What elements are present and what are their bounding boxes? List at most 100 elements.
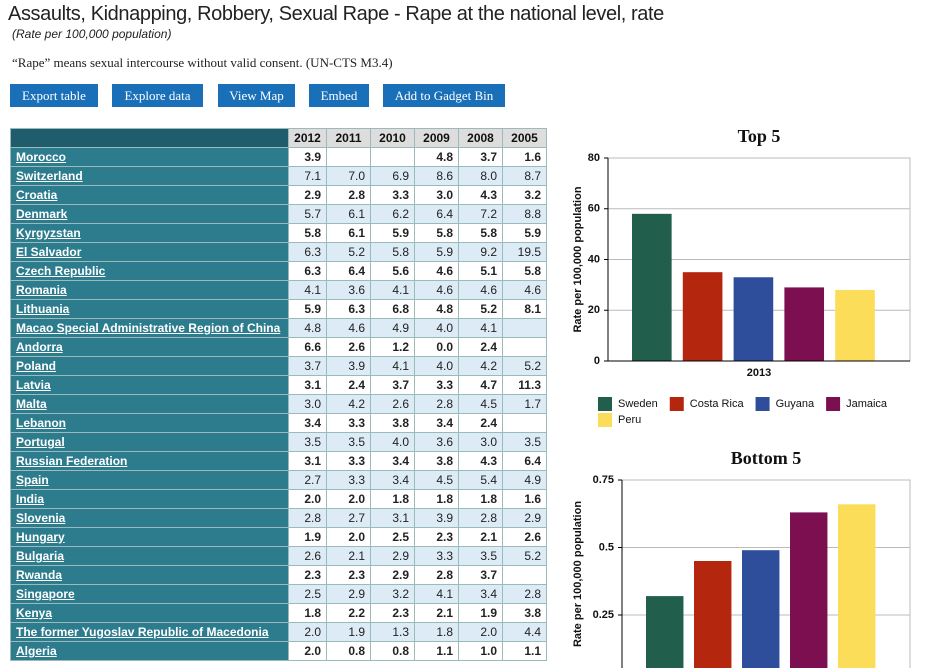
table-row: Czech Republic 6.3 6.4 5.6 4.6 5.1 5.8 — [10, 261, 547, 281]
value-cell: 1.8 — [458, 489, 503, 509]
legend-swatch — [669, 397, 684, 411]
table-row: Andorra 6.6 2.6 1.2 0.0 2.4 — [10, 337, 547, 357]
value-cell: 3.3 — [414, 546, 459, 566]
table-row: Lebanon 3.4 3.3 3.8 3.4 2.4 — [10, 413, 547, 433]
button[interactable]: Explore data — [112, 84, 203, 107]
value-cell: 0.8 — [326, 641, 371, 661]
value-cell: 2.3 — [288, 565, 327, 585]
value-cell: 5.7 — [288, 204, 327, 224]
y-tick-label: 0 — [594, 355, 600, 367]
value-cell: 2.1 — [326, 546, 371, 566]
country-link[interactable]: Rwanda — [10, 565, 289, 585]
country-link[interactable]: Andorra — [10, 337, 289, 357]
value-cell: 6.2 — [370, 204, 415, 224]
value-cell: 2.9 — [370, 546, 415, 566]
value-cell: 4.6 — [502, 280, 547, 300]
legend-swatch — [598, 413, 612, 427]
value-cell — [502, 318, 547, 338]
legend-label: Jamaica — [846, 398, 888, 410]
country-link[interactable]: Croatia — [10, 185, 289, 205]
country-link[interactable]: Russian Federation — [10, 451, 289, 471]
value-cell: 1.0 — [458, 641, 503, 661]
country-link[interactable]: Portugal — [10, 432, 289, 452]
value-cell: 1.9 — [288, 527, 327, 547]
value-cell: 4.5 — [414, 470, 459, 490]
value-cell: 4.1 — [458, 318, 503, 338]
country-link[interactable]: Singapore — [10, 584, 289, 604]
subtitle: (Rate per 100,000 population) — [12, 27, 172, 41]
bar — [682, 272, 723, 361]
value-cell: 4.7 — [458, 375, 503, 395]
button[interactable]: Embed — [309, 84, 369, 107]
country-link[interactable]: Malta — [10, 394, 289, 414]
table-row: Hungary 1.9 2.0 2.5 2.3 2.1 2.6 — [10, 527, 547, 547]
value-cell: 3.4 — [370, 470, 415, 490]
country-link[interactable]: Bulgaria — [10, 546, 289, 566]
button[interactable]: View Map — [218, 84, 295, 107]
country-link[interactable]: Latvia — [10, 375, 289, 395]
country-link[interactable]: Kyrgyzstan — [10, 223, 289, 243]
value-cell: 3.3 — [414, 375, 459, 395]
value-cell: 3.7 — [458, 147, 503, 167]
charts: Top 5 Rate per 100,000 population 0 20 40 60 8… — [572, 126, 911, 668]
table-row: Portugal 3.5 3.5 4.0 3.6 3.0 3.5 — [10, 432, 547, 452]
value-cell: 3.5 — [326, 432, 371, 452]
country-link[interactable]: Lebanon — [10, 413, 289, 433]
table-row: Bulgaria 2.6 2.1 2.9 3.3 3.5 5.2 — [10, 546, 547, 566]
legend-label: Costa Rica — [690, 398, 745, 410]
table-row: Kenya 1.8 2.2 2.3 2.1 1.9 3.8 — [10, 603, 547, 623]
value-cell: 0.0 — [414, 337, 459, 357]
value-cell: 3.6 — [414, 432, 459, 452]
table-row: Denmark 5.7 6.1 6.2 6.4 7.2 8.8 — [10, 204, 547, 224]
button[interactable]: Add to Gadget Bin — [383, 84, 505, 107]
value-cell: 2.6 — [326, 337, 371, 357]
table-row: Rwanda 2.3 2.3 2.9 2.8 3.7 — [10, 565, 547, 585]
country-link[interactable]: Kenya — [10, 603, 289, 623]
country-link[interactable]: Hungary — [10, 527, 289, 547]
button[interactable]: Export table — [10, 84, 98, 107]
value-cell: 5.8 — [458, 223, 503, 243]
country-link[interactable]: Algeria — [10, 641, 289, 661]
country-link[interactable]: Poland — [10, 356, 289, 376]
table-row: India 2.0 2.0 1.8 1.8 1.8 1.6 — [10, 489, 547, 509]
value-cell: 4.2 — [326, 394, 371, 414]
value-cell: 3.7 — [288, 356, 327, 376]
value-cell: 1.8 — [414, 622, 459, 642]
country-link[interactable]: The former Yugoslav Republic of Macedoni… — [10, 622, 289, 642]
value-cell: 8.0 — [458, 166, 503, 186]
value-cell: 4.0 — [414, 318, 459, 338]
value-cell: 2.3 — [326, 565, 371, 585]
country-link[interactable]: El Salvador — [10, 242, 289, 262]
value-cell: 7.0 — [326, 166, 371, 186]
country-link[interactable]: Romania — [10, 280, 289, 300]
country-link[interactable]: Morocco — [10, 147, 289, 167]
country-link[interactable]: Lithuania — [10, 299, 289, 319]
value-cell: 3.3 — [370, 185, 415, 205]
value-cell: 2.2 — [326, 603, 371, 623]
value-cell: 4.1 — [370, 280, 415, 300]
value-cell: 6.4 — [414, 204, 459, 224]
value-cell: 5.1 — [458, 261, 503, 281]
value-cell: 3.9 — [288, 147, 327, 167]
table-row: Spain 2.7 3.3 3.4 4.5 5.4 4.9 — [10, 470, 547, 490]
value-cell: 8.6 — [414, 166, 459, 186]
country-link[interactable]: Macao Special Administrative Region of C… — [10, 318, 289, 338]
value-cell: 1.8 — [414, 489, 459, 509]
value-cell — [502, 413, 547, 433]
value-cell: 2.9 — [502, 508, 547, 528]
country-link[interactable]: Slovenia — [10, 508, 289, 528]
value-cell: 3.8 — [370, 413, 415, 433]
country-link[interactable]: Switzerland — [10, 166, 289, 186]
value-cell: 2.0 — [458, 622, 503, 642]
value-cell: 5.4 — [458, 470, 503, 490]
value-cell: 9.2 — [458, 242, 503, 262]
country-link[interactable]: Denmark — [10, 204, 289, 224]
value-cell: 11.3 — [502, 375, 547, 395]
value-cell: 1.1 — [502, 641, 547, 661]
country-link[interactable]: India — [10, 489, 289, 509]
country-link[interactable]: Czech Republic — [10, 261, 289, 281]
y-axis-label: Rate per 100,000 population — [572, 501, 584, 647]
value-cell: 3.2 — [370, 584, 415, 604]
country-link[interactable]: Spain — [10, 470, 289, 490]
value-cell: 4.2 — [458, 356, 503, 376]
